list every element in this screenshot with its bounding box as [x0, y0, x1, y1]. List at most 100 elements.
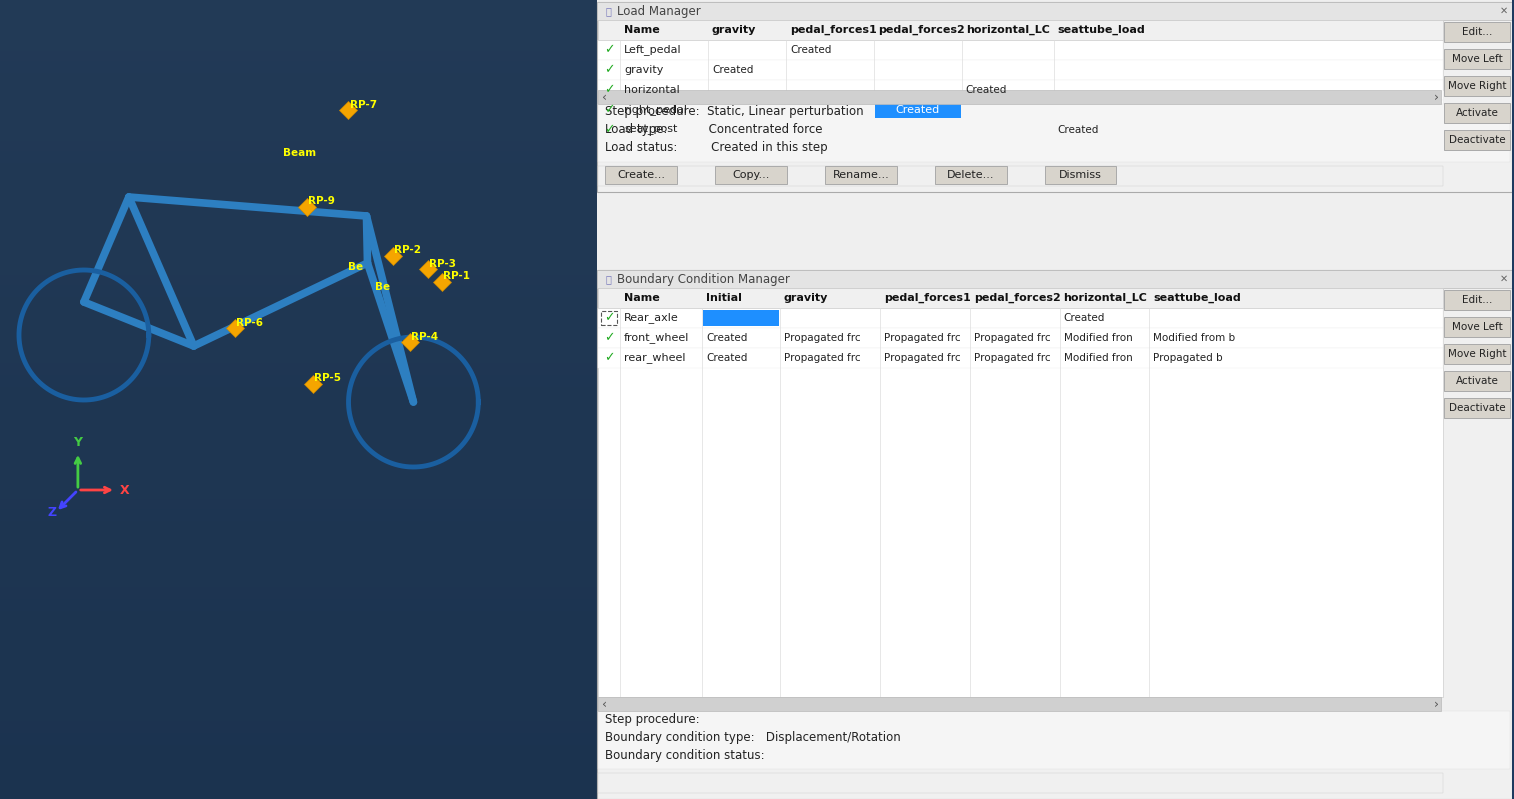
Text: Move Right: Move Right	[1447, 81, 1506, 91]
Bar	[0, 723, 597, 725]
Bar	[0, 307, 597, 309]
Bar	[0, 53, 597, 55]
Text: Delete...: Delete...	[946, 170, 995, 180]
Bar	[0, 67, 597, 69]
Bar	[0, 47, 597, 49]
Bar	[0, 759, 597, 761]
Text: RP-7: RP-7	[350, 100, 377, 110]
Text: Created: Created	[1057, 125, 1099, 135]
Bar	[0, 559, 597, 561]
Bar	[0, 479, 597, 481]
Text: ✓: ✓	[604, 104, 615, 117]
Bar	[0, 351, 597, 353]
Bar	[0, 169, 597, 171]
Bar	[0, 371, 597, 373]
Bar	[0, 631, 597, 633]
Bar	[0, 561, 597, 563]
Text: RP-6: RP-6	[236, 318, 262, 328]
Bar	[0, 747, 597, 749]
Bar	[0, 165, 597, 167]
Bar	[0, 409, 597, 411]
Bar	[0, 71, 597, 73]
Bar	[0, 397, 597, 399]
Bar	[0, 213, 597, 215]
Bar	[0, 269, 597, 271]
Bar	[598, 20, 1443, 40]
Bar	[0, 425, 597, 427]
Text: gravity: gravity	[624, 65, 663, 75]
Bar	[0, 347, 597, 349]
Bar	[0, 773, 597, 775]
Bar	[0, 469, 597, 471]
Bar	[0, 715, 597, 717]
Text: Propagated frc: Propagated frc	[884, 353, 960, 363]
Bar	[598, 288, 1443, 308]
Bar	[0, 647, 597, 649]
Bar	[0, 577, 597, 579]
Bar	[0, 753, 597, 755]
Bar	[0, 615, 597, 617]
Bar	[0, 411, 597, 413]
Bar	[0, 335, 597, 337]
Bar	[0, 173, 597, 175]
Bar	[0, 607, 597, 609]
Text: Created: Created	[712, 65, 754, 75]
Text: X: X	[120, 483, 130, 496]
Text: Step procedure:: Step procedure:	[606, 713, 699, 725]
Bar	[0, 741, 597, 743]
Bar	[1444, 344, 1509, 364]
Bar	[0, 97, 597, 99]
Bar	[0, 629, 597, 631]
Bar	[0, 171, 597, 173]
Bar	[0, 143, 597, 145]
Bar	[0, 459, 597, 461]
Bar	[0, 401, 597, 403]
Bar	[0, 487, 597, 489]
Bar	[0, 649, 597, 651]
Bar	[0, 323, 597, 325]
Bar	[0, 245, 597, 247]
Bar	[0, 311, 597, 313]
Text: ‹: ‹	[603, 90, 607, 104]
Bar	[0, 513, 597, 515]
Text: Created: Created	[790, 45, 831, 55]
Bar	[0, 285, 597, 287]
Bar	[0, 167, 597, 169]
Text: Modified from b: Modified from b	[1154, 333, 1235, 343]
Text: RP-5: RP-5	[313, 373, 341, 383]
Bar	[0, 281, 597, 283]
Text: front_wheel: front_wheel	[624, 332, 689, 344]
Bar	[0, 275, 597, 277]
Bar	[0, 261, 597, 263]
Bar	[0, 363, 597, 365]
Bar	[0, 625, 597, 627]
Bar	[0, 211, 597, 213]
Bar	[0, 355, 597, 357]
Text: horizontal: horizontal	[624, 85, 680, 95]
Bar	[0, 5, 597, 7]
Bar	[0, 581, 597, 583]
Bar	[0, 43, 597, 45]
Bar	[0, 209, 597, 211]
Bar	[0, 195, 597, 197]
Bar	[0, 565, 597, 567]
Bar	[0, 527, 597, 529]
Bar	[0, 249, 597, 251]
Text: Initial: Initial	[706, 293, 742, 303]
Bar	[825, 166, 896, 184]
Text: pedal_forces1: pedal_forces1	[884, 293, 970, 303]
Bar	[0, 257, 597, 259]
Bar	[598, 773, 1443, 793]
Bar	[0, 95, 597, 97]
Bar	[0, 421, 597, 423]
Text: Edit...: Edit...	[1461, 295, 1493, 305]
Bar	[0, 725, 597, 727]
Bar	[0, 439, 597, 441]
Bar	[0, 729, 597, 731]
Text: Modified fron: Modified fron	[1063, 353, 1132, 363]
Bar	[0, 59, 597, 61]
Bar	[0, 575, 597, 577]
Bar	[0, 501, 597, 503]
Bar	[0, 341, 597, 343]
Bar	[0, 777, 597, 779]
